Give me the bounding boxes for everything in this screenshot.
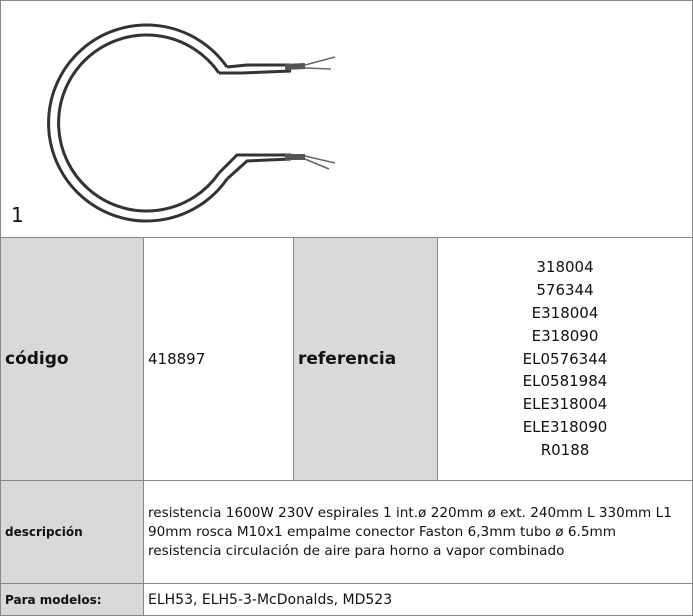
descripcion-value: resistencia 1600W 230V espirales 1 int.ø…: [144, 481, 692, 584]
referencia: E318090: [531, 326, 599, 345]
codigo-value: 418897: [144, 238, 294, 481]
referencia-list: 318004 576344 E318004 E318090 EL0576344 EL058…: [438, 238, 692, 481]
referencia-label: referencia: [294, 238, 438, 481]
product-image: 1: [1, 1, 692, 238]
referencia: ELE318004: [522, 395, 608, 414]
referencia: EL0581984: [522, 372, 608, 391]
modelos-label: Para modelos:: [1, 584, 144, 615]
image-label: 1: [11, 203, 24, 227]
codigo-label: código: [1, 238, 144, 481]
referencia: EL0576344: [522, 349, 608, 368]
referencia: 576344: [536, 281, 594, 300]
referencia: E318004: [531, 304, 599, 322]
referencia: ELE318090: [522, 417, 608, 436]
referencia: R0188: [540, 440, 590, 459]
referencia: 318004: [536, 258, 594, 277]
modelos-value: ELH53, ELH5-3-McDonalds, MD523: [148, 591, 393, 608]
descripcion-label: descripción: [1, 481, 144, 584]
heating-element-drawing: [47, 23, 336, 223]
